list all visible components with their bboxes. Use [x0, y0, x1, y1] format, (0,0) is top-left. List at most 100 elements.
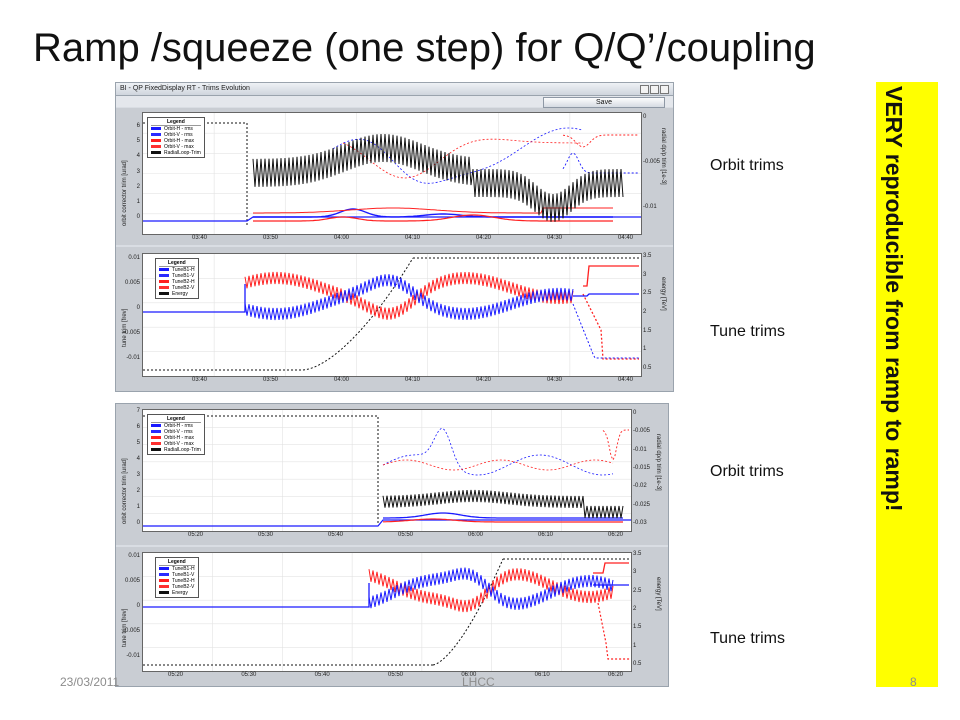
tick-label: 3	[136, 168, 140, 175]
minimize-icon[interactable]	[640, 85, 649, 94]
trims-evolution-window-2: orbit corrector trim [urad] radial dp/p …	[115, 403, 669, 687]
legend-title: Legend	[159, 559, 195, 566]
tick-label: 0	[136, 603, 140, 609]
legend-item: Orbit-H - max	[151, 435, 201, 441]
tune-b1-tail	[573, 293, 639, 297]
legend-label: RadialLoop-Trim	[164, 150, 201, 156]
legend-label: Orbit-H - rms	[164, 423, 193, 429]
tick-label: 0.005	[124, 280, 140, 286]
tick-label: 2	[643, 309, 647, 315]
tick-label: -0.005	[122, 330, 140, 336]
legend-item: TuneB2-V	[159, 584, 195, 590]
tick-label: 3.5	[643, 253, 652, 259]
orbit-y2label: radial dp/p trim [1e-3]	[655, 434, 661, 491]
tick-label: 04:20	[476, 235, 492, 241]
tune-b1-band	[368, 567, 614, 610]
tune-b1-band	[244, 274, 574, 321]
reproducibility-callout: VERY reproducible from ramp to ramp!	[876, 82, 938, 687]
tick-label: 4	[136, 153, 140, 160]
legend-label: Orbit-V - max	[164, 144, 194, 150]
orbit-v-max-dashed	[342, 138, 583, 179]
side-label-tune-trims-1: Tune trims	[710, 323, 785, 340]
radial-trim-oscillation	[252, 133, 624, 222]
tick-label: 2	[633, 606, 637, 612]
tick-label: 0	[643, 114, 647, 120]
orbit-v-max-trace	[253, 207, 613, 214]
gridlines	[143, 113, 641, 234]
tick-label: -0.005	[122, 628, 140, 634]
tick-label: 2	[136, 183, 140, 190]
tick-label: 06:20	[608, 672, 624, 678]
tick-label: 05:50	[398, 532, 414, 538]
tick-label: 3	[643, 271, 647, 278]
tune-plot-2: Legend TuneB1-H TuneB1-V TuneB2-H TuneB2…	[142, 552, 632, 672]
tick-label: -0.01	[643, 204, 657, 210]
tune-panel-1: tune trim [frev] energy [TeV] Legend Tun…	[116, 247, 673, 391]
tick-label: 1	[643, 346, 647, 353]
orbit-legend: Legend Orbit-H - rms Orbit-V - rms Orbit…	[147, 414, 205, 455]
trims-evolution-window-1: BI - QP FixedDisplay RT - Trims Evolutio…	[115, 82, 674, 392]
radial-trim-oscillation	[382, 489, 624, 519]
callout-text: VERY reproducible from ramp to ramp!	[881, 86, 907, 512]
tick-label: 2.5	[633, 587, 642, 594]
tick-label: -0.005	[633, 428, 651, 435]
legend-label: Energy	[172, 291, 188, 297]
tick-label: 5	[136, 440, 140, 446]
close-icon[interactable]	[660, 85, 669, 94]
page-number: 8	[910, 675, 917, 689]
tune-legend: Legend TuneB1-H TuneB1-V TuneB2-H TuneB2…	[155, 557, 199, 598]
tick-label: 04:10	[405, 377, 421, 383]
tick-label: 04:00	[334, 235, 350, 241]
tune-b2-tail-dashed	[582, 293, 639, 360]
legend-label: TuneB2-H	[172, 279, 195, 285]
tick-label: 2.5	[643, 290, 652, 297]
legend-item: TuneB2-H	[159, 578, 195, 584]
legend-label: TuneB1-H	[172, 267, 195, 273]
tick-label: 06:10	[534, 672, 550, 678]
tick-label: 06:00	[461, 672, 477, 678]
tick-label: 2	[136, 488, 140, 494]
tick-label: -0.02	[633, 483, 647, 490]
orbit-h-max-trace	[383, 518, 623, 523]
tune-panel-2: tune trim [frev] energy [TeV] Legend Tun…	[116, 547, 668, 686]
legend-item: Orbit-V - rms	[151, 429, 201, 435]
tick-label: 04:10	[405, 235, 421, 241]
radial-loop-trim-trace	[143, 122, 248, 225]
side-label-orbit-trims-1: Orbit trims	[710, 157, 784, 174]
tick-label: 1	[136, 504, 140, 510]
tick-label: 03:50	[263, 235, 279, 241]
orbit-v-rms-trace	[253, 208, 613, 218]
orbit-v-max-dashed	[382, 459, 614, 471]
orbit-ylabel: orbit corrector trim [urad]	[122, 458, 128, 524]
tick-label: 05:30	[241, 672, 257, 678]
orbit-h-rms-trace	[143, 519, 631, 527]
tune-plot-1: Legend TuneB1-H TuneB1-V TuneB2-H TuneB2…	[142, 253, 642, 377]
window-title: BI - QP FixedDisplay RT - Trims Evolutio…	[120, 85, 250, 92]
maximize-icon[interactable]	[650, 85, 659, 94]
tick-label: -0.015	[633, 465, 651, 471]
side-label-orbit-trims-2: Orbit trims	[710, 463, 784, 480]
gridlines	[143, 410, 631, 531]
window-toolbar: Save	[116, 96, 673, 108]
orbit-ylabel: orbit corrector trim [urad]	[122, 160, 128, 226]
tick-label: 04:40	[618, 235, 634, 241]
tick-label: 1.5	[643, 327, 652, 334]
tick-label: 04:20	[476, 377, 492, 383]
tick-label: 3	[136, 472, 140, 478]
orbit-h-max-dashed	[382, 428, 614, 476]
legend-label: Energy	[172, 590, 188, 596]
footer-center: LHCC	[462, 675, 495, 689]
legend-label: Orbit-V - rms	[164, 429, 193, 435]
tick-label: 05:30	[258, 532, 274, 538]
tick-label: 0.01	[128, 553, 140, 559]
energy-ramp	[302, 257, 414, 371]
tick-label: 03:40	[192, 235, 208, 241]
legend-label: TuneB1-H	[172, 566, 195, 572]
tune-b2-tail	[593, 562, 629, 574]
tick-label: 06:10	[538, 532, 554, 538]
tune-ylabel: tune trim [frev]	[122, 308, 128, 347]
legend-item: Energy	[159, 291, 195, 297]
save-button[interactable]: Save	[543, 97, 665, 108]
tick-label: 06:20	[608, 532, 624, 538]
legend-label: TuneB1-V	[172, 572, 195, 578]
